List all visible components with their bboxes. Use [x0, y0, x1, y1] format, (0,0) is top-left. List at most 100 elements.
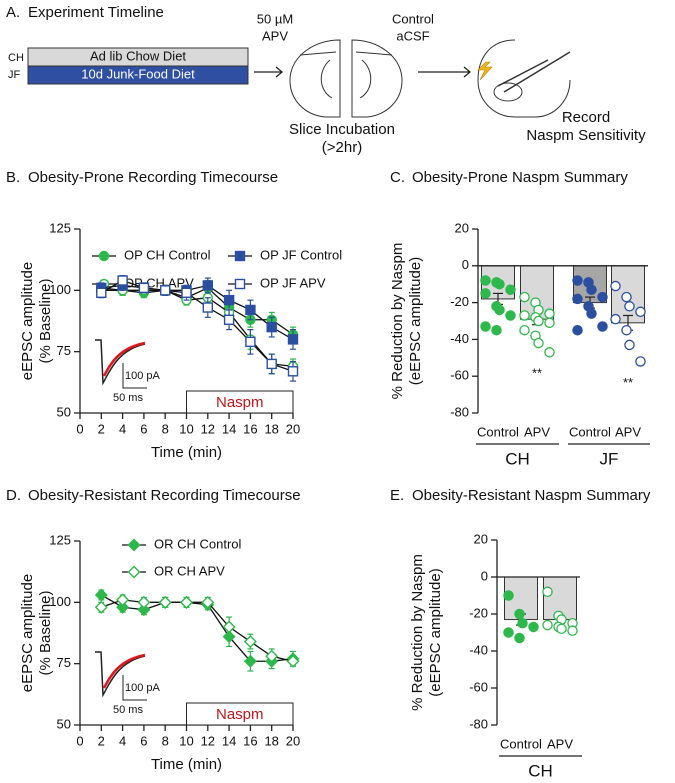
- marker: [243, 635, 257, 649]
- panel-label: A.: [6, 4, 20, 21]
- annotation-box: [186, 702, 294, 726]
- y-tick-label: -80: [469, 716, 488, 731]
- y-axis-label: (eEPSC amplitude): [427, 568, 444, 696]
- data-point: [597, 291, 608, 303]
- x-tick-label: 20: [286, 421, 300, 436]
- data-point: [505, 310, 516, 321]
- diet-text: 10d Junk-Food Diet: [81, 66, 195, 81]
- data-point: [624, 301, 635, 312]
- marker: [94, 600, 108, 614]
- x-tick-label: 8: [162, 421, 169, 436]
- panel-a: A. Experiment Timeline CH Ad lib Chow Di…: [6, 4, 646, 156]
- y-axis-label: eEPSC amplitude: [19, 262, 36, 380]
- annotation-text: Naspm: [216, 394, 264, 411]
- y-tick-label: -20: [450, 294, 469, 309]
- scale-bar: [122, 363, 147, 389]
- data-point: [503, 590, 514, 601]
- marker: [202, 280, 214, 291]
- marker: [287, 366, 299, 377]
- group-label: JF: [8, 69, 21, 81]
- marker: [243, 654, 257, 668]
- panel-title: Experiment Timeline: [28, 4, 164, 21]
- data-point: [544, 308, 555, 319]
- y-axis-label: (% Baseline): [37, 590, 54, 675]
- legend-marker: [234, 278, 246, 290]
- marker: [116, 593, 130, 607]
- x-tick-label: 6: [140, 733, 147, 748]
- inset-trace: [95, 339, 146, 386]
- panel-label: C.: [390, 169, 405, 186]
- data-point: [586, 284, 597, 295]
- marker: [201, 595, 215, 609]
- group-label: CH: [528, 761, 553, 780]
- marker: [266, 358, 277, 370]
- annotation-text: Naspm: [216, 706, 264, 723]
- scale-label: 50 ms: [113, 392, 143, 404]
- y-axis-label: % Reduction by Naspm: [389, 243, 406, 400]
- x-tick-label: Control: [477, 424, 519, 439]
- data-point: [519, 291, 530, 303]
- y-axis-label: (% Baseline): [37, 278, 54, 363]
- group-label: JF: [600, 449, 619, 468]
- y-axis-label: (eEPSC amplitude): [407, 257, 424, 385]
- data-point: [610, 313, 621, 325]
- data-point: [480, 288, 491, 299]
- x-tick-label: 12: [201, 733, 215, 748]
- legend-label: OP JF APV: [260, 275, 326, 290]
- treatment: aCSF: [396, 28, 429, 43]
- y-tick-label: -60: [450, 368, 469, 383]
- data-point: [635, 306, 646, 318]
- data-point: [519, 310, 530, 321]
- diet-text: Ad lib Chow Diet: [90, 48, 186, 63]
- y-tick-label: 125: [49, 220, 71, 235]
- y-tick-label: 20: [474, 531, 488, 546]
- legend-label: OR CH APV: [154, 563, 225, 578]
- data-point: [514, 632, 525, 644]
- y-tick-label: -80: [450, 404, 469, 419]
- x-tick-label: 16: [243, 421, 257, 436]
- marker: [181, 287, 192, 298]
- diet-box: [27, 65, 249, 85]
- group-label: CH: [8, 52, 24, 64]
- marker: [223, 314, 235, 325]
- data-point: [572, 275, 583, 286]
- y-tick-label: -40: [450, 331, 469, 346]
- x-tick-label: 0: [76, 733, 83, 748]
- data-point: [572, 324, 583, 336]
- scale-bar: [122, 675, 147, 701]
- y-axis-label: % Reduction by Naspm: [409, 554, 426, 711]
- x-tick-label: Control: [569, 424, 611, 439]
- x-tick-label: 12: [201, 421, 215, 436]
- legend-marker: [127, 565, 141, 579]
- legend-label: OP JF Control: [260, 247, 342, 262]
- legend-marker: [127, 538, 141, 552]
- inset-trace: [95, 651, 146, 698]
- significance: **: [623, 375, 633, 390]
- x-tick-label: APV: [524, 424, 550, 439]
- data-point: [517, 618, 528, 629]
- data-point: [567, 625, 578, 636]
- x-tick-label: 8: [162, 733, 169, 748]
- scale-label: 100 pA: [125, 682, 161, 694]
- x-tick-label: 10: [179, 733, 193, 748]
- x-tick-label: 14: [222, 421, 236, 436]
- series-line: [101, 287, 294, 368]
- marker: [222, 620, 236, 634]
- x-axis-label: Time (min): [151, 756, 222, 773]
- marker: [158, 595, 172, 609]
- x-tick-label: APV: [547, 736, 573, 751]
- data-point: [635, 356, 646, 367]
- marker: [180, 595, 193, 609]
- arrows: [254, 66, 472, 78]
- panel-title: Obesity-Resistant Recording Timecourse: [28, 487, 301, 504]
- step-label: Naspm Sensitivity: [526, 127, 646, 144]
- data-point: [621, 324, 632, 336]
- scale-label: 50 ms: [113, 704, 143, 716]
- marker: [223, 294, 235, 306]
- y-tick-label: 0: [481, 568, 488, 583]
- legend-marker: [98, 250, 110, 262]
- marker: [94, 588, 108, 602]
- data-point: [503, 627, 514, 638]
- panel-label: E.: [390, 487, 404, 504]
- marker: [138, 282, 150, 294]
